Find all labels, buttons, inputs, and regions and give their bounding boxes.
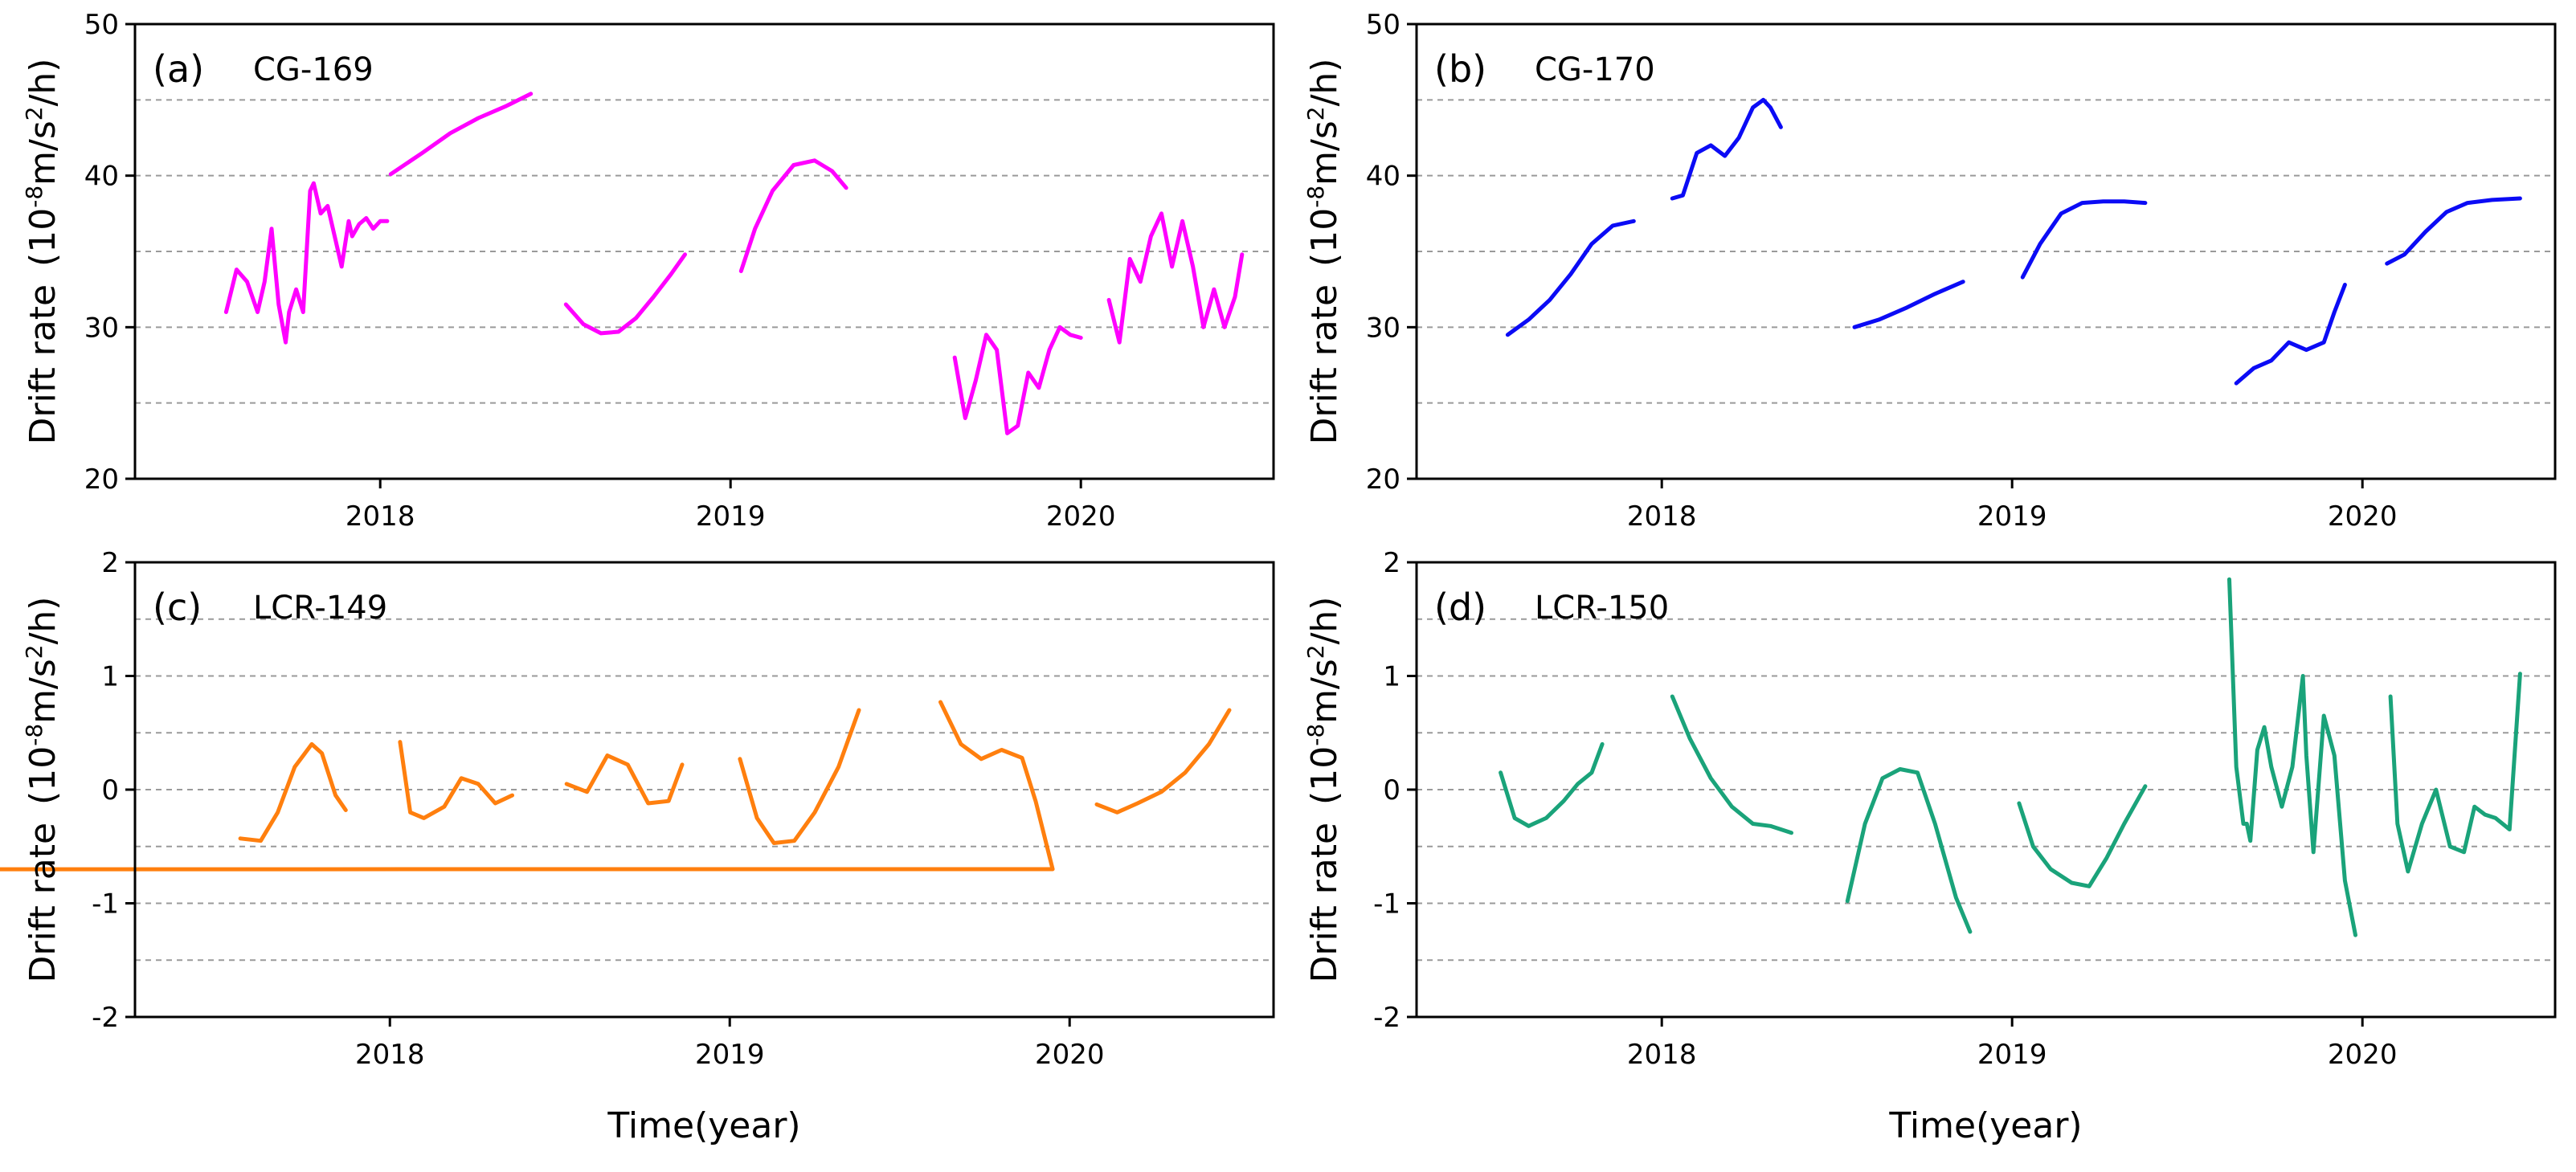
y-axis-label-part: -8 [1302, 186, 1329, 208]
panel-title: LCR-150 [1535, 590, 1669, 627]
x-tick-label: 2020 [1035, 1039, 1105, 1071]
y-axis-label-part: (10 [1304, 208, 1345, 267]
y-axis-label-part: Drift rate [1304, 284, 1345, 445]
x-tick-label: 2019 [1977, 1039, 2047, 1071]
y-axis-label-part: (10 [1304, 746, 1345, 805]
y-axis-label: Drift rate (10-8m/s2/h) [21, 597, 64, 983]
y-tick-label: 0 [1383, 774, 1400, 807]
series-segment-5 [952, 325, 1083, 435]
x-tick-label: 2018 [1627, 1039, 1697, 1071]
y-axis-label-part: 2 [21, 106, 47, 120]
y-axis-label-part: 2 [21, 644, 47, 659]
y-axis-label: Drift rate (10-8m/s2/h) [1302, 597, 1346, 983]
y-tick-label: -2 [92, 1002, 119, 1034]
series-segment-2 [398, 740, 514, 820]
y-axis-label-part: /h) [22, 59, 63, 107]
series-segment-3 [564, 753, 685, 806]
series-segment-3 [1852, 280, 1965, 329]
series-segment-5 [2234, 283, 2347, 386]
panel-tag: (c) [153, 586, 202, 629]
x-axis-label: Time(year) [1888, 1105, 2082, 1146]
y-axis-label-part: m/s [22, 659, 63, 724]
series-segment-1 [1505, 218, 1636, 337]
panel-d: -2 -1 0 1 2 2018 2019 2020 (d) LCR-150 Drift rate (… [1302, 547, 2557, 1146]
y-tick-label: 40 [84, 161, 119, 193]
series-segment-3 [1845, 767, 1973, 934]
series-segment-5 [0, 700, 1055, 872]
series-segment-2 [1670, 694, 1793, 835]
y-tick-label: 2 [101, 547, 119, 579]
x-tick-label: 2019 [695, 1039, 765, 1071]
y-axis-label-part: Drift rate [22, 284, 63, 445]
y-axis-label-part: 2 [1302, 106, 1329, 120]
y-axis-label-part: Drift rate [22, 823, 63, 983]
series-segment-6 [1106, 211, 1245, 345]
panel-tag: (b) [1434, 47, 1486, 91]
series-segment-4 [738, 158, 848, 273]
y-axis-label-part: /h) [22, 597, 63, 645]
series-segment-1 [1499, 741, 1605, 828]
y-tick-label: -1 [1373, 888, 1400, 921]
y-axis-label-part: /h) [1304, 59, 1345, 107]
series-segment-6 [1094, 708, 1232, 815]
panel-tag: (a) [153, 47, 204, 91]
x-tick-label: 2020 [2328, 1039, 2398, 1071]
y-tick-label: 30 [1366, 312, 1400, 344]
panel-tag: (d) [1434, 586, 1486, 629]
y-tick-label: 40 [1366, 161, 1400, 193]
y-axis-label: Drift rate (10-8m/s2/h) [1302, 59, 1346, 445]
y-tick-label: -1 [92, 888, 119, 921]
y-axis-label-part: 2 [1302, 644, 1329, 659]
series-segment-3 [563, 252, 687, 336]
series-segment-6 [2388, 672, 2522, 874]
panel-b: 20 30 40 50 2018 2019 2020 (b) CG-170 Drift rate (… [1302, 9, 2557, 533]
y-tick-label: 1 [101, 661, 119, 693]
y-axis-label-part: -8 [1302, 724, 1329, 746]
series-segment-1 [223, 181, 390, 345]
x-tick-label: 2020 [2328, 500, 2398, 533]
plot-frame [133, 22, 1275, 480]
x-tick-label: 2018 [346, 500, 415, 533]
series-segment-2 [388, 92, 534, 177]
plot-frame [1415, 22, 2557, 480]
y-tick-label: 50 [1366, 9, 1400, 41]
x-tick-label: 2019 [696, 500, 766, 533]
y-axis-label-part: (10 [22, 746, 63, 805]
y-axis-label-part: m/s [22, 120, 63, 186]
y-axis-label-part: -8 [21, 186, 47, 208]
series-segment-1 [238, 741, 348, 843]
y-axis-label-part: m/s [1304, 120, 1345, 186]
y-tick-label: 1 [1383, 661, 1400, 693]
y-axis-label-part: m/s [1304, 659, 1345, 724]
series-segment-5 [2227, 577, 2357, 937]
y-axis-label-part: /h) [1304, 597, 1345, 645]
series-segment-2 [1670, 97, 1783, 201]
x-axis-label: Time(year) [607, 1105, 800, 1146]
series-segment-4 [2017, 784, 2148, 888]
panel-title: CG-170 [1535, 51, 1655, 88]
y-axis-label-part: -8 [21, 724, 47, 746]
y-tick-label: 50 [84, 9, 119, 41]
series-segment-6 [2385, 196, 2522, 266]
y-tick-label: 0 [101, 774, 119, 807]
y-axis-label-part: (10 [22, 208, 63, 267]
panel-title: LCR-149 [253, 590, 387, 627]
series-segment-4 [738, 708, 861, 845]
y-axis-label: Drift rate (10-8m/s2/h) [21, 59, 64, 445]
y-tick-label: -2 [1373, 1002, 1400, 1034]
series-segment-4 [2020, 199, 2148, 280]
y-tick-label: 20 [84, 463, 119, 496]
x-tick-label: 2019 [1977, 500, 2047, 533]
y-axis-label-part: Drift rate [1304, 823, 1345, 983]
y-tick-label: 30 [84, 312, 119, 344]
x-tick-label: 2020 [1046, 500, 1116, 533]
x-tick-label: 2018 [355, 1039, 425, 1071]
y-tick-label: 2 [1383, 547, 1400, 579]
panel-title: CG-169 [253, 51, 374, 88]
y-tick-label: 20 [1366, 463, 1400, 496]
panel-a: 20 30 40 50 2018 2019 2020 (a) CG-169 Drift rate (… [21, 9, 1275, 533]
panel-c: -2 -1 0 1 2 2018 2019 2020 (c) LCR-149 Drift rate (… [0, 547, 1275, 1146]
x-tick-label: 2018 [1627, 500, 1697, 533]
